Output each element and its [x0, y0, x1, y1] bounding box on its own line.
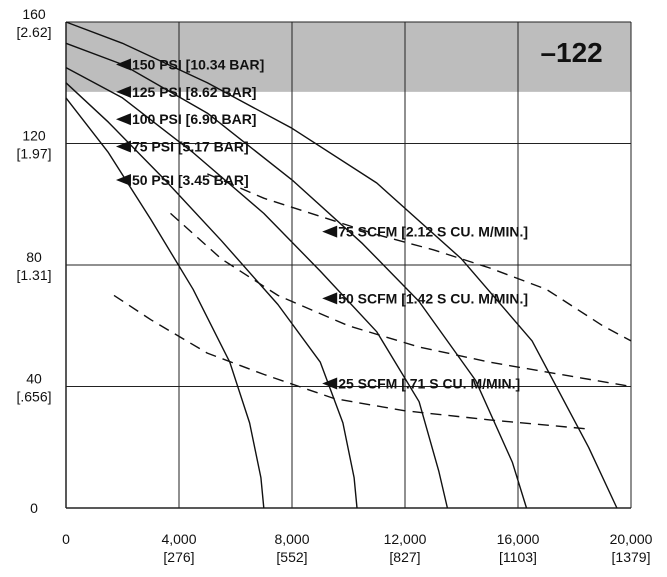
x-tick-label: 8,000 — [274, 531, 309, 547]
x-tick-sublabel: [552] — [276, 549, 307, 565]
x-tick-sublabel: [827] — [389, 549, 420, 565]
y-tick-sublabel: [.656] — [16, 389, 51, 405]
y-tick-label: 120 — [22, 128, 46, 144]
pressure-curve-1 — [65, 42, 528, 509]
annotation-label: 25 SCFM [.71 S CU. M/MIN.] — [338, 375, 520, 391]
y-tick-label: 160 — [22, 6, 46, 22]
annotation-label: 150 PSI [10.34 BAR] — [132, 57, 264, 73]
y-tick-sublabel: [1.97] — [16, 146, 51, 162]
x-tick-label: 12,000 — [384, 531, 427, 547]
pressure-curve-2 — [65, 66, 449, 509]
annotation-label: 100 PSI [6.90 BAR] — [132, 111, 257, 127]
flow-curve-5 — [207, 173, 632, 342]
annotation-label: 50 PSI [3.45 BAR] — [132, 172, 249, 188]
annotation-arrow-icon — [322, 377, 338, 390]
annotation-label: 125 PSI [8.62 BAR] — [132, 84, 257, 100]
x-tick-label: 16,000 — [497, 531, 540, 547]
y-tick-sublabel: [1.31] — [16, 267, 51, 283]
x-tick-sublabel: [1379] — [612, 549, 651, 565]
model-badge: –122 — [540, 37, 602, 68]
flow-curve-7 — [113, 294, 589, 430]
shaded-band — [66, 22, 631, 92]
x-tick-label: 20,000 — [610, 531, 653, 547]
pressure-curve-0 — [65, 21, 618, 509]
annotation-arrow-icon — [322, 292, 338, 305]
x-tick-label: 4,000 — [161, 531, 196, 547]
pressure-curve-4 — [65, 97, 265, 509]
flow-curve-6 — [170, 212, 632, 388]
annotation-arrow-icon — [115, 113, 131, 126]
annotation-label: 75 SCFM [2.12 S CU. M/MIN.] — [338, 224, 528, 240]
y-tick-label: 40 — [26, 371, 42, 387]
annotation-arrow-icon — [115, 58, 131, 71]
x-tick-sublabel: [276] — [163, 549, 194, 565]
annotation-arrow-icon — [115, 85, 131, 98]
x-tick-sublabel: [1103] — [499, 549, 537, 565]
annotation-arrow-icon — [322, 225, 338, 238]
y-tick-sublabel: [2.62] — [16, 24, 51, 40]
pressure-curve-3 — [65, 82, 358, 509]
x-tick-label: 0 — [62, 531, 70, 547]
annotation-arrow-icon — [115, 173, 131, 186]
annotation-arrow-icon — [115, 140, 131, 153]
annotation-label: 50 SCFM [1.42 S CU. M/MIN.] — [338, 290, 528, 306]
annotation-label: 75 PSI [5.17 BAR] — [132, 139, 249, 155]
y-tick-label: 0 — [30, 500, 38, 516]
y-tick-label: 80 — [26, 249, 42, 265]
